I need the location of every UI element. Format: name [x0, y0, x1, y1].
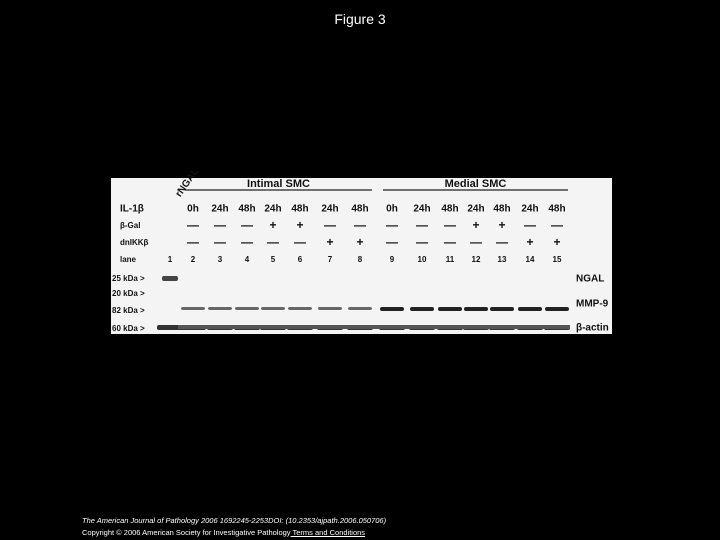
treatment-value: — [551, 218, 563, 232]
lane-label: lane [120, 255, 137, 264]
treatment-value: — [470, 235, 482, 249]
treatment-value: — [294, 235, 306, 249]
treatment-value: — [241, 235, 253, 249]
mmp9-band [490, 307, 514, 311]
treatment-value: — [187, 235, 199, 249]
terms-link[interactable]: Terms and Conditions [290, 528, 366, 537]
treatment-value: 24h [467, 204, 484, 215]
treatment-value: 24h [521, 204, 538, 215]
mmp9-band [235, 307, 259, 310]
ngal-band [162, 276, 178, 281]
mmp9-band [410, 307, 434, 311]
lane-number: 13 [498, 255, 507, 264]
lane-number: 1 [168, 255, 173, 264]
actin-band [157, 325, 183, 330]
lane-number: 10 [418, 255, 427, 264]
treatment-value: — [444, 218, 456, 232]
treatment-value: 24h [264, 204, 281, 215]
treatment-value: + [526, 235, 533, 249]
mmp9-band [208, 307, 232, 310]
marker-label: 82 kDa > [112, 306, 145, 315]
treatment-value: — [241, 218, 253, 232]
treatment-value: + [326, 235, 333, 249]
treatment-value: 0h [187, 204, 199, 215]
journal-text: The American Journal of Pathology 2006 1… [82, 516, 387, 525]
treatment-value: — [187, 218, 199, 232]
lane-number: 3 [218, 255, 223, 264]
mmp9-band [518, 307, 542, 311]
mmp9-band [438, 307, 462, 311]
lane-number: 11 [446, 255, 455, 264]
band-label: β-actin [576, 323, 609, 334]
mmp9-band [181, 307, 205, 310]
mmp9-band [288, 307, 312, 310]
mmp9-band [261, 307, 285, 310]
citation-copyright: Copyright © 2006 American Society for In… [82, 528, 365, 537]
treatment-value: — [416, 235, 428, 249]
marker-label: 25 kDa > [112, 274, 145, 283]
lane-number: 15 [553, 255, 562, 264]
lane-number: 2 [191, 255, 196, 264]
lane-number: 8 [358, 255, 363, 264]
treatment-value: — [267, 235, 279, 249]
treatment-value: + [472, 218, 479, 232]
treatment-value: + [269, 218, 276, 232]
treatment-value: 48h [238, 204, 255, 215]
treatment-value: 24h [413, 204, 430, 215]
mmp9-band [380, 307, 404, 311]
lane-number: 7 [328, 255, 333, 264]
treatment-value: + [498, 218, 505, 232]
marker-label: 60 kDa > [112, 324, 145, 333]
group-label: Intimal SMC [247, 178, 310, 190]
treatment-value: — [214, 235, 226, 249]
treatment-value: — [524, 218, 536, 232]
mmp9-band [318, 307, 342, 310]
marker-label: 20 kDa > [112, 289, 145, 298]
lane-number: 5 [271, 255, 276, 264]
treatment-value: 48h [548, 204, 565, 215]
treatment-value: 48h [351, 204, 368, 215]
treatment-value: — [214, 218, 226, 232]
mmp9-band [545, 307, 569, 311]
treatment-value: — [324, 218, 336, 232]
treatment-value: — [354, 218, 366, 232]
treatment-label: dnIKKβ [120, 238, 149, 247]
treatment-label: β-Gal [120, 221, 140, 230]
lane-number: 14 [526, 255, 535, 264]
treatment-value: — [444, 235, 456, 249]
figure-title: Figure 3 [334, 11, 386, 27]
treatment-label: IL-1β [120, 204, 144, 215]
lane-number: 12 [472, 255, 481, 264]
lane-number: 9 [390, 255, 395, 264]
treatment-value: — [386, 218, 398, 232]
band-label: MMP-9 [576, 299, 609, 310]
copyright-text: Copyright © 2006 American Society for In… [82, 528, 291, 537]
treatment-value: — [386, 235, 398, 249]
lane-number: 6 [298, 255, 303, 264]
treatment-value: 48h [291, 204, 308, 215]
treatment-value: 24h [321, 204, 338, 215]
mmp9-band [464, 307, 488, 311]
treatment-value: + [553, 235, 560, 249]
treatment-value: 0h [386, 204, 398, 215]
actin-band [178, 325, 570, 329]
treatment-value: + [356, 235, 363, 249]
treatment-value: 48h [441, 204, 458, 215]
treatment-value: — [496, 235, 508, 249]
treatment-value: 24h [211, 204, 228, 215]
group-label: Medial SMC [445, 178, 507, 190]
treatment-value: + [296, 218, 303, 232]
lane-number: 4 [245, 255, 250, 264]
treatment-value: — [416, 218, 428, 232]
band-label: NGAL [576, 274, 604, 285]
treatment-value: 48h [493, 204, 510, 215]
citation-journal: The American Journal of Pathology 2006 1… [82, 516, 386, 525]
mmp9-band [348, 307, 372, 310]
